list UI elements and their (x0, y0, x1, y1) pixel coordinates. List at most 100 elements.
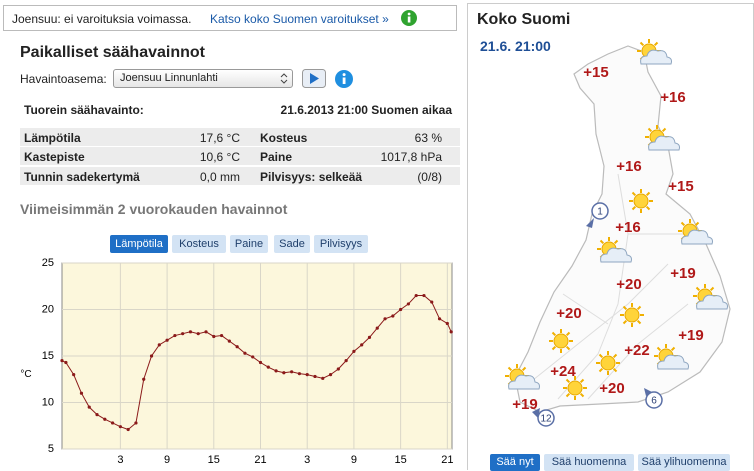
y-tick-label: 10 (42, 396, 54, 408)
data-point (445, 321, 449, 326)
table-cell: (0/8) (417, 170, 442, 184)
x-tick-label: 21 (441, 454, 453, 466)
data-point (227, 339, 231, 343)
data-point (134, 421, 138, 425)
wind-arrow (586, 218, 594, 228)
sun-ray (645, 191, 651, 197)
sun-ray (631, 191, 637, 197)
data-point (72, 373, 76, 377)
sun-ray (598, 353, 604, 359)
latest-label: Tuorein säähavainto: (24, 103, 144, 117)
data-point (204, 330, 208, 334)
data-point (219, 333, 224, 338)
y-tick-label: 5 (48, 443, 54, 455)
data-point (422, 293, 426, 298)
station-select[interactable]: Joensuu Linnunlahti (113, 69, 293, 88)
sun-ray (680, 221, 686, 227)
data-point (142, 377, 146, 381)
data-point (321, 376, 325, 380)
data-point (173, 333, 177, 338)
sun-ray (694, 221, 700, 227)
data-point (126, 427, 130, 432)
data-point (352, 349, 356, 353)
sun-ray (551, 345, 557, 351)
data-point (87, 405, 91, 409)
sun-disc (553, 333, 569, 349)
table-row: Tunnin sadekertymä 0,0 mm Pilvisyys: selke… (20, 167, 460, 185)
map-title: Koko Suomi (477, 11, 571, 28)
data-point (118, 425, 122, 429)
sun-ray (565, 345, 571, 351)
select-arrows (280, 73, 288, 84)
map: +15+16+16+15+16+19+20+20+19+22+24+20+191… (505, 39, 731, 427)
map-temperature: +15 (583, 64, 608, 81)
chart: 5 10 15 20 25 3 9 15 21 3 9 15 21 °C (20, 257, 453, 466)
data-point (383, 317, 387, 321)
table-cell: Kastepiste (24, 150, 85, 164)
info-icon-green[interactable] (400, 9, 418, 27)
map-temperature: +22 (624, 342, 649, 359)
latest-time: 21.6.2013 21:00 Suomen aikaa (280, 103, 452, 117)
sun-ray (599, 239, 605, 245)
tab[interactable]: Sade (274, 235, 310, 253)
x-tick-label: 21 (254, 454, 266, 466)
wind-circle (591, 202, 609, 220)
x-tick-label: 15 (208, 454, 220, 466)
data-point (181, 332, 185, 336)
sun-ray (565, 331, 571, 337)
sun-ray (612, 367, 618, 373)
data-point (60, 359, 64, 363)
data-point (235, 345, 239, 349)
day-button[interactable]: Sää ylihuomenna (638, 454, 730, 471)
cloud-icon (657, 354, 689, 370)
data-point (336, 367, 340, 371)
data-point (103, 417, 107, 421)
sun-icon (629, 189, 653, 213)
sun-ray (622, 319, 628, 325)
sun-disc (624, 307, 640, 323)
y-tick-label: 25 (42, 257, 54, 269)
wind-speed: 12 (540, 414, 552, 425)
sun-ray (598, 367, 604, 373)
sun-ray (636, 319, 642, 325)
data-point (305, 373, 309, 377)
data-point (157, 343, 161, 347)
table-cell: 17,6 °C (199, 131, 240, 145)
tab[interactable]: Lämpötila (110, 235, 168, 253)
data-point (290, 370, 294, 374)
warning-link[interactable]: Katso koko Suomen varoitukset » (210, 12, 389, 26)
table-cell: 10,6 °C (199, 150, 240, 164)
tab[interactable]: Kosteus (172, 235, 226, 253)
data-point (243, 351, 247, 355)
sun-ray (579, 378, 585, 384)
map-temperature: +24 (550, 363, 576, 380)
data-point (375, 326, 379, 330)
table-row: Lämpötila 17,6 °C Kosteus 63 % (20, 128, 460, 146)
local-title: Paikalliset säähavainnot (20, 44, 205, 61)
tab[interactable]: Pilvisyys (314, 235, 368, 253)
go-button[interactable] (302, 69, 326, 88)
day-button[interactable]: Sää huomenna (544, 454, 634, 471)
data-point (328, 373, 333, 377)
cloud-icon (508, 374, 540, 390)
y-tick-label: 20 (42, 303, 54, 315)
day-button[interactable]: Sää nyt (490, 454, 540, 471)
x-tick-label: 9 (351, 454, 357, 466)
map-temperature: +16 (660, 89, 685, 106)
data-point (406, 302, 411, 306)
tab[interactable]: Paine (230, 235, 268, 253)
sun-ray (613, 239, 619, 245)
x-tick-label: 3 (117, 454, 123, 466)
sun-ray (647, 127, 653, 133)
info-icon[interactable] (334, 69, 354, 89)
sun-ray (521, 366, 527, 372)
wind-speed: 1 (597, 207, 603, 218)
data-point (391, 314, 395, 318)
sun-ray (645, 205, 651, 211)
y-tick-label: 15 (42, 350, 54, 362)
sun-ray (612, 353, 618, 359)
temperature-line (61, 295, 452, 431)
table-row: Kastepiste 10,6 °C Paine 1017,8 hPa (20, 147, 460, 165)
data-point (149, 354, 154, 358)
